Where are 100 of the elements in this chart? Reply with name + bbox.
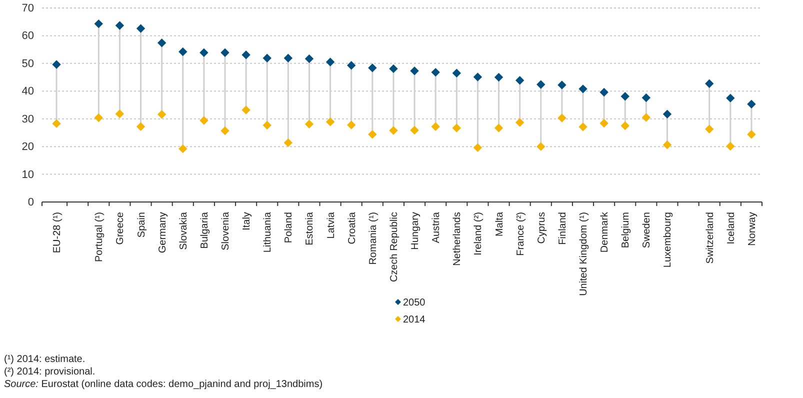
point (642, 93, 651, 102)
x-tick-label: Italy (242, 212, 253, 230)
point (536, 80, 546, 89)
source-note: Source: Eurostat (online data codes: demo_pjanind and proj_13ndbims) (4, 379, 323, 390)
point (410, 66, 419, 76)
x-tick-label: Croatia (346, 212, 358, 244)
text: (²) 2014: provisional. (4, 366, 96, 378)
x-tick-label: Poland (284, 212, 295, 244)
legend-label: 2014 (403, 314, 426, 326)
point (346, 61, 356, 70)
x-tick-label: Slovenia (220, 212, 232, 250)
point (200, 116, 208, 125)
point (304, 54, 314, 64)
point (600, 88, 608, 97)
point (662, 140, 672, 150)
x-tick-label: Norway (746, 212, 758, 246)
point (704, 124, 714, 134)
point (704, 79, 714, 88)
x-tick-label: Romania (¹) (368, 212, 379, 265)
x-tick-label: Iceland (726, 212, 737, 244)
point (178, 144, 188, 154)
point (115, 110, 124, 118)
point (94, 19, 104, 28)
point (452, 68, 462, 78)
x-tick-label: Ireland (²) (473, 212, 484, 256)
point (284, 54, 293, 63)
x-tick-label: Finland (557, 212, 568, 245)
y-tick-label: 10 (22, 168, 34, 181)
point (115, 21, 124, 30)
x-tick-label: Cyprus (536, 212, 548, 244)
point (262, 54, 272, 63)
point (136, 24, 146, 33)
x-tick-label: Czech Republic (388, 212, 400, 282)
point (578, 84, 588, 94)
point (431, 68, 440, 77)
point (494, 124, 504, 132)
x-tick-label: Netherlands (452, 212, 464, 266)
point (494, 72, 504, 82)
point (368, 64, 377, 72)
point (94, 113, 104, 122)
x-tick-label: Switzerland (704, 212, 716, 264)
point (52, 119, 61, 128)
point (389, 64, 398, 74)
point (242, 106, 250, 114)
point (220, 126, 230, 136)
y-tick-label: 30 (22, 113, 34, 126)
y-tick-label: 40 (22, 86, 34, 98)
x-tick-label: Austria (431, 212, 442, 244)
point (473, 72, 482, 82)
y-tick-label: 70 (22, 2, 34, 15)
point (410, 126, 419, 135)
x-tick-label: France (²) (515, 212, 526, 256)
x-tick-label: Belgium (620, 212, 632, 248)
x-tick-label: Denmark (600, 211, 611, 253)
point (536, 142, 546, 151)
point (620, 121, 630, 130)
x-tick-label: EU-28 (¹) (52, 212, 64, 254)
point (515, 118, 524, 127)
x-tick-label: Greece (115, 212, 126, 245)
x-tick-label: Germany (157, 212, 168, 254)
x-tick-label: Sweden (642, 212, 653, 248)
point (262, 120, 272, 130)
x-tick-label: Luxembourg (662, 212, 674, 268)
point (157, 38, 166, 48)
x-tick-label: Lithuania (262, 212, 274, 253)
point (558, 80, 566, 90)
point (136, 122, 146, 131)
y-tick-label: 20 (22, 141, 34, 154)
point (284, 138, 293, 148)
point (389, 126, 398, 135)
point (220, 48, 230, 57)
x-tick-label: Malta (494, 212, 506, 236)
point (200, 48, 208, 57)
y-tick-label: 50 (22, 58, 34, 70)
point (642, 113, 651, 122)
y-tick-label: 60 (22, 30, 34, 42)
x-tick-label: Slovakia (178, 212, 190, 250)
legend-label: 2050 (403, 298, 426, 308)
point (747, 130, 756, 139)
x-tick-label: Estonia (304, 212, 316, 246)
x-tick-label: United Kingdom (¹) (578, 212, 590, 296)
point (304, 120, 314, 128)
point (242, 50, 250, 60)
point (346, 120, 356, 130)
point (452, 124, 462, 132)
point (600, 118, 608, 128)
x-tick-label: Latvia (326, 212, 337, 239)
point (178, 47, 188, 56)
point (157, 110, 166, 119)
point (726, 94, 735, 102)
point (326, 58, 335, 66)
y-tick-label: 0 (28, 196, 34, 209)
point (558, 114, 566, 122)
point (515, 76, 524, 85)
x-tick-label: Bulgaria (199, 212, 210, 249)
text: (¹) 2014: estimate. (4, 354, 86, 365)
x-tick-label: Portugal (¹) (94, 212, 106, 262)
point (473, 143, 482, 152)
point (747, 100, 756, 109)
x-tick-label: Hungary (410, 212, 422, 250)
